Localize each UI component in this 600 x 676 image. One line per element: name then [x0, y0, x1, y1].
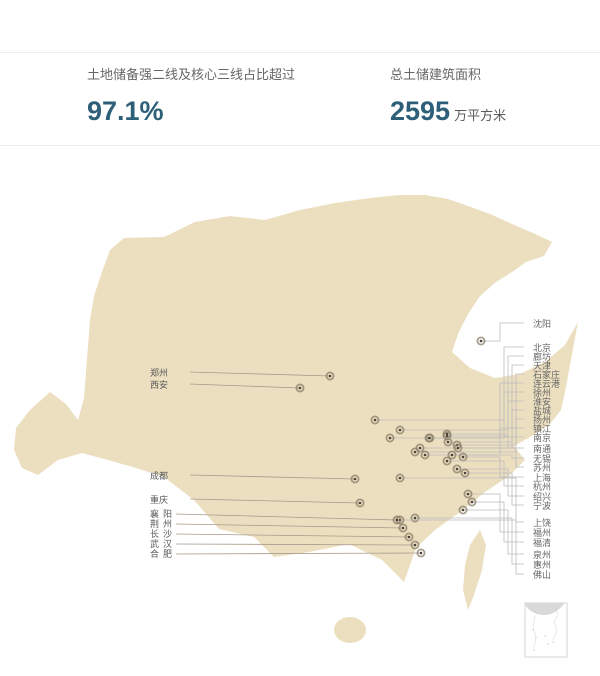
svg-text:杭州: 杭州: [533, 481, 551, 492]
svg-text:长: 长: [150, 528, 159, 539]
svg-text:沙: 沙: [163, 529, 172, 539]
svg-text:西安: 西安: [150, 379, 168, 390]
svg-text:武: 武: [150, 538, 159, 549]
svg-text:南京: 南京: [533, 432, 551, 443]
svg-text:泉州: 泉州: [533, 549, 551, 560]
svg-text:州: 州: [163, 519, 172, 529]
svg-text:福州: 福州: [533, 527, 551, 538]
svg-text:佛山: 佛山: [533, 569, 551, 580]
svg-text:苏州: 苏州: [533, 462, 551, 473]
svg-text:福清: 福清: [533, 537, 551, 548]
svg-text:成都: 成都: [150, 470, 168, 481]
svg-text:重庆: 重庆: [150, 494, 168, 505]
svg-text:沈阳: 沈阳: [533, 318, 551, 329]
svg-text:上饶: 上饶: [533, 517, 551, 528]
svg-text:肥: 肥: [163, 549, 172, 559]
svg-text:阳: 阳: [163, 509, 172, 519]
svg-text:合: 合: [150, 548, 159, 559]
svg-text:襄: 襄: [150, 508, 159, 519]
svg-text:南通: 南通: [533, 443, 551, 454]
svg-text:荆: 荆: [150, 518, 159, 529]
svg-text:惠州: 惠州: [533, 559, 551, 570]
svg-text:郑州: 郑州: [150, 367, 168, 378]
svg-text:宁波: 宁波: [533, 500, 551, 511]
svg-text:汉: 汉: [163, 539, 172, 549]
